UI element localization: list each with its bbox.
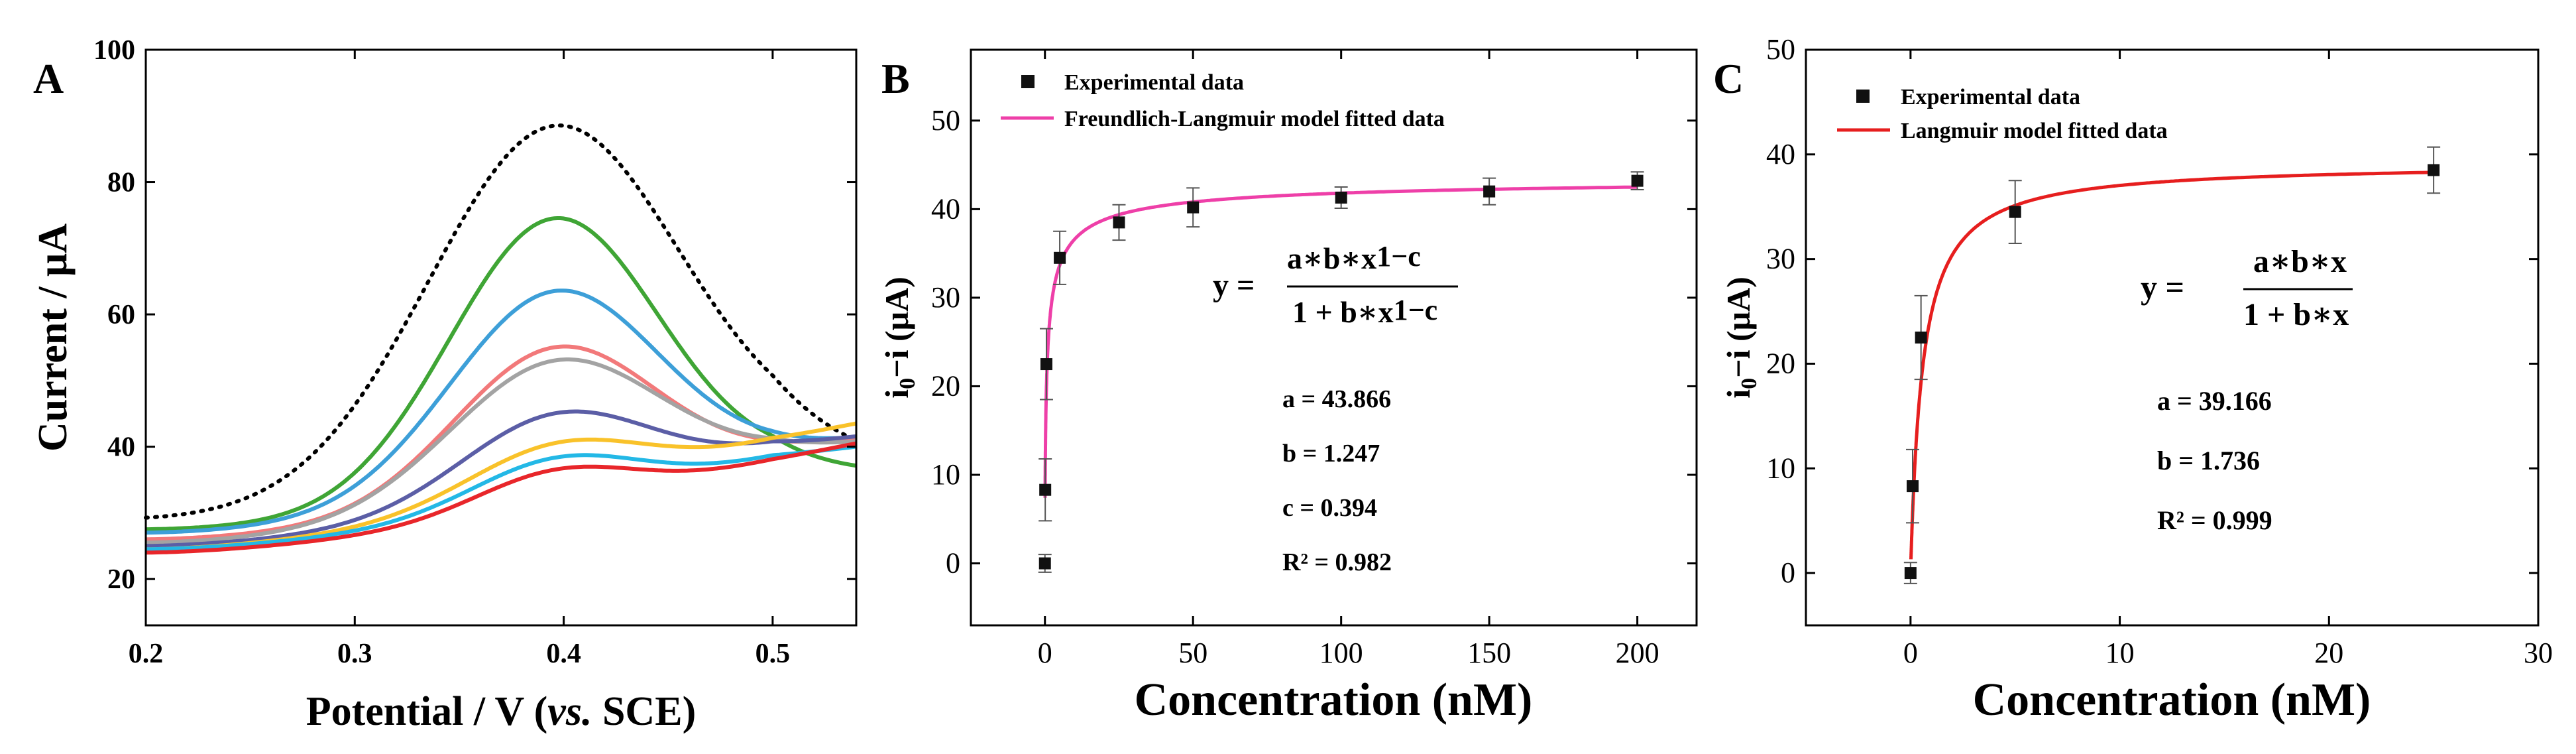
panel-b-fit-curve [1043,185,1638,498]
panel-c-param-a: a = 39.166 [2157,386,2272,416]
panel-b-y-tick-label: 30 [931,281,960,314]
panel-b-equation: y = a∗b∗x1−c 1 + b∗x1−c [1213,240,1458,329]
panel-a-plot-area [144,123,858,555]
panel-c-data-point [2009,206,2021,218]
panel-c-x-tick-label: 0 [1903,637,1918,669]
panel-b-y-tick-label: 20 [931,369,960,402]
panel-c-letter: C [1713,55,1744,102]
panel-b-x-axis-label: Concentration (nM) [1135,674,1533,725]
panel-a-series-9 [145,441,857,555]
panel-c-plot-area [1903,146,2441,584]
panel-c-data-point [2428,164,2440,176]
panel-c-x-axis-label: Concentration (nM) [1973,674,2371,725]
panel-b-equation-numerator: a∗b∗x1−c [1287,240,1421,275]
panel-c-y-tick-label: 0 [1781,556,1795,589]
panel-c-legend-marker-label: Experimental data [1901,85,2080,109]
panel-b-y-tick-label: 50 [931,104,960,137]
panel-b-y-axis-label: i0−i (μA) [878,277,920,399]
panel-b-legend-marker [1021,75,1035,88]
panel-c-data-point [1904,567,1917,580]
panel-b-param-r2: R² = 0.982 [1282,548,1392,576]
panel-b-ticks: 0 50 100 150 200 0 10 20 30 40 50 [931,50,1697,669]
panel-b-data-point [1040,358,1052,371]
panel-c-y-tick-label: 30 [1766,243,1795,275]
panel-c-frame [1805,48,2540,627]
panel-b-param-c: c = 0.394 [1282,494,1377,522]
panel-b-y-tick-label: 10 [931,458,960,491]
panel-a-series-5 [145,357,857,545]
panel-b-data-point [1187,201,1200,214]
panel-b-data-point [1113,216,1125,229]
panel-a-y-tick-label: 20 [107,564,135,595]
panel-b-y-tick-label: 40 [931,192,960,225]
panel-b-data-point [1631,174,1644,187]
panel-a: A 0.2 0.3 0.4 0.5 20 40 60 80 100 Current / μA P… [30,35,858,734]
panel-c-legend-marker [1856,90,1870,103]
panel-b-x-tick-label: 100 [1319,637,1363,669]
panel-c-param-b: b = 1.736 [2157,446,2260,475]
panel-a-ticks: 0.2 0.3 0.4 0.5 20 40 60 80 100 [93,35,856,669]
panel-c-data-point [1915,332,1927,344]
panel-a-y-tick-label: 40 [107,432,135,463]
panel-a-series-8 [145,444,857,552]
panel-b-equation-denominator: 1 + b∗x1−c [1292,294,1437,329]
panel-a-x-tick-label: 0.5 [756,639,791,669]
panel-a-y-axis-label: Current / μA [30,223,76,452]
panel-c-equation-numerator: a∗b∗x [2253,244,2347,279]
panel-c-legend-line-label: Langmuir model fitted data [1901,119,2168,143]
panel-b-param-b: b = 1.247 [1282,440,1380,468]
panel-c-data-point [1907,480,1919,493]
panel-a-x-tick-label: 0.2 [129,639,164,669]
panel-c-y-tick-label: 10 [1766,452,1795,484]
panel-b-data-point [1054,251,1066,264]
panel-c-ticks: 0 10 20 30 0 10 20 30 40 50 [1766,33,2553,669]
panel-b-y-tick-label: 0 [946,547,960,580]
panel-a-frame [144,48,858,627]
panel-b-param-a: a = 43.866 [1282,385,1391,413]
panel-b-legend-line-label: Freundlich-Langmuir model fitted data [1064,107,1445,131]
panel-c-y-tick-label: 40 [1766,138,1795,170]
panel-c-parameters: a = 39.166 b = 1.736 R² = 0.999 [2157,386,2272,535]
panel-b-x-tick-label: 0 [1038,637,1052,669]
panel-a-x-axis-label: Potential / V (vs. SCE) [306,689,696,734]
panel-b: B 0 50 100 150 200 0 10 20 30 40 50 i0−i (μA) Conc… [878,48,1698,725]
panel-b-parameters: a = 43.866 b = 1.247 c = 0.394 R² = 0.98… [1282,385,1392,576]
panel-a-y-tick-label: 60 [107,300,135,330]
panel-a-series-3 [145,288,857,535]
panel-c-fit-curve [1909,170,2434,560]
panel-a-y-tick-label: 100 [93,35,135,66]
panel-b-x-tick-label: 150 [1467,637,1511,669]
panel-b-legend-marker-label: Experimental data [1064,70,1244,95]
panel-a-series-1 [144,123,858,520]
panel-c-x-tick-label: 20 [2314,637,2343,669]
panel-c-legend: Experimental data Langmuir model fitted … [1837,85,2168,143]
panel-c-equation-lhs: y = [2141,269,2184,306]
panel-a-series-2 [146,216,857,532]
panel-b-data-point [1335,192,1347,204]
panel-c-param-r2: R² = 0.999 [2157,505,2272,535]
panel-b-data-point [1039,483,1052,496]
panel-c-equation: y = a∗b∗x 1 + b∗x [2141,244,2353,332]
panel-b-x-tick-label: 50 [1178,637,1207,669]
panel-c-y-tick-label: 50 [1766,33,1795,66]
panel-b-data-point [1038,557,1051,570]
panel-b-data-point [1483,185,1496,198]
panel-b-frame [970,48,1698,627]
panel-b-legend: Experimental data Freundlich-Langmuir mo… [1001,70,1445,131]
panel-b-x-tick-label: 200 [1616,637,1659,669]
panel-c-x-tick-label: 30 [2524,637,2553,669]
panel-a-x-tick-label: 0.3 [337,639,372,669]
panel-a-y-tick-label: 80 [107,168,135,198]
panel-c-y-axis-label: i0−i (μA) [1720,277,1762,399]
panel-c-equation-denominator: 1 + b∗x [2243,297,2349,332]
panel-a-x-tick-label: 0.4 [546,639,581,669]
panel-c: C 0 10 20 30 0 10 20 30 40 50 i0−i (μA) Concentra… [1713,33,2553,725]
panel-b-letter: B [881,55,910,102]
panel-c-y-tick-label: 20 [1766,347,1795,379]
panel-a-letter: A [33,55,64,102]
panel-b-plot-area [1038,171,1644,573]
panel-b-equation-lhs: y = [1213,268,1255,303]
panel-c-x-tick-label: 10 [2105,637,2135,669]
